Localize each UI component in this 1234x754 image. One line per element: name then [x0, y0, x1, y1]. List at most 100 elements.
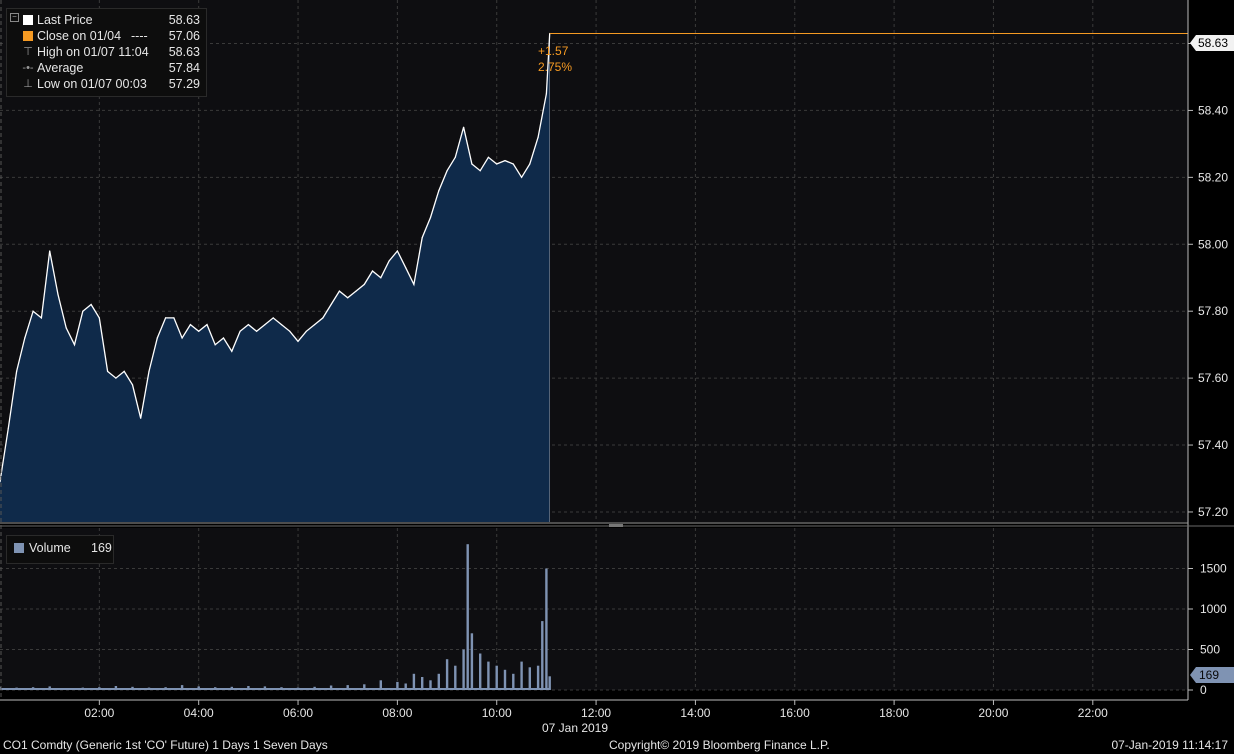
volume-bar	[520, 661, 523, 690]
legend-item-close[interactable]: Close on 01/04 ---- 57.06	[7, 28, 206, 44]
price-point	[438, 190, 440, 192]
last-volume-tag: 169	[1190, 667, 1234, 683]
volume-y-tick-label: 0	[1200, 683, 1207, 697]
volume-bar	[512, 673, 515, 690]
price-point	[198, 330, 200, 332]
price-point	[429, 216, 432, 219]
x-tick-label: 02:00	[84, 706, 114, 720]
price-point	[107, 370, 109, 372]
legend-label: High on 01/07 11:04	[37, 45, 149, 59]
x-tick-label: 14:00	[680, 706, 710, 720]
y-tick-label: 58.00	[1198, 237, 1228, 251]
price-point	[32, 310, 34, 312]
footer-security-description: CO1 Comdty (Generic 1st 'CO' Future) 1 D…	[3, 738, 328, 752]
volume-bar	[466, 544, 469, 690]
last-volume-tag-value: 169	[1199, 668, 1219, 682]
y-tick-label: 58.40	[1198, 103, 1228, 117]
price-point	[396, 250, 398, 252]
price-point	[521, 176, 523, 178]
price-point	[413, 283, 415, 285]
y-tick-label: 57.20	[1198, 505, 1228, 519]
price-point	[487, 156, 489, 158]
price-point	[330, 303, 332, 306]
volume-bar	[412, 673, 416, 690]
price-point	[239, 330, 241, 332]
price-point	[115, 377, 117, 379]
volume-bar	[470, 633, 474, 690]
price-point	[148, 370, 150, 372]
white-swatch-icon	[23, 15, 33, 25]
y-tick-label: 57.40	[1198, 438, 1228, 452]
x-tick-label: 12:00	[581, 706, 611, 720]
price-point	[289, 330, 291, 332]
price-point	[214, 344, 216, 346]
orange-swatch-icon	[23, 31, 33, 41]
volume-bar	[495, 665, 498, 690]
footer-copyright: Copyright© 2019 Bloomberg Finance L.P.	[609, 738, 830, 752]
volume-bar	[462, 649, 465, 690]
price-point	[65, 327, 67, 329]
price-point	[471, 163, 473, 165]
price-point	[189, 324, 191, 326]
legend-value: 58.63	[168, 13, 200, 27]
volume-bars	[0, 544, 551, 691]
price-point	[405, 267, 407, 269]
y-tick-label: 57.80	[1198, 304, 1228, 318]
volume-y-tick-label: 1000	[1200, 602, 1227, 616]
legend-label: Close on 01/04	[37, 29, 122, 43]
price-point	[322, 317, 324, 319]
price-point	[49, 250, 51, 252]
price-line	[0, 33, 551, 482]
price-point	[496, 163, 498, 165]
price-point	[73, 344, 76, 346]
x-tick-label: 20:00	[978, 706, 1008, 720]
legend-label: Average	[37, 61, 84, 75]
volume-y-tick-label: 1500	[1200, 562, 1227, 576]
price-point	[231, 350, 233, 352]
price-point	[90, 303, 92, 306]
volume-bar	[548, 676, 551, 690]
price-point	[165, 317, 167, 319]
axes	[0, 0, 1234, 701]
volume-y-axis: 0 500 1000 1500	[1188, 562, 1227, 697]
time-x-axis: 02:00 04:00 06:00 08:00 10:00 12:00 14:00 16:00…	[84, 700, 1108, 720]
price-point	[57, 293, 59, 296]
volume-bar	[487, 661, 490, 690]
price-point	[264, 324, 266, 326]
price-point	[545, 93, 548, 95]
legend-item-low[interactable]: ⊥ Low on 01/07 00:03 57.29	[7, 76, 206, 92]
price-point	[156, 337, 158, 339]
price-point	[421, 237, 423, 239]
close-reference-line	[549, 32, 1188, 522]
volume-legend[interactable]: Volume 169	[6, 535, 114, 564]
legend-value: 57.29	[168, 77, 200, 91]
price-point	[24, 337, 26, 339]
collapse-icon[interactable]: −	[10, 13, 19, 22]
volume-bar	[528, 667, 531, 690]
x-tick-label: 22:00	[1078, 706, 1108, 720]
price-point	[256, 330, 258, 332]
price-point	[504, 160, 506, 162]
volume-bar	[503, 669, 507, 691]
price-point	[247, 324, 249, 326]
price-point	[140, 417, 142, 419]
low-marker-icon: ⊥	[23, 78, 33, 90]
legend-value: 57.84	[168, 61, 200, 75]
price-legend: − Last Price 58.63 Close on 01/04 ---- 5…	[6, 8, 207, 97]
legend-item-high[interactable]: ⊤ High on 01/07 11:04 58.63	[7, 44, 206, 60]
legend-item-average[interactable]: -•- Average 57.84	[7, 60, 206, 76]
legend-label: Last Price	[37, 13, 93, 27]
price-point	[40, 317, 43, 319]
price-point	[314, 324, 316, 326]
high-marker-icon: ⊤	[23, 46, 33, 58]
legend-value: 58.63	[168, 45, 200, 59]
price-point	[479, 170, 481, 172]
legend-dashes: ----	[131, 29, 148, 43]
price-point	[173, 317, 175, 319]
last-price-tag-value: 58.63	[1198, 36, 1228, 50]
legend-item-last-price[interactable]: Last Price 58.63	[7, 12, 206, 28]
price-point	[272, 317, 274, 319]
change-pct-annotation: 2.75%	[538, 60, 572, 74]
price-point	[98, 317, 100, 319]
